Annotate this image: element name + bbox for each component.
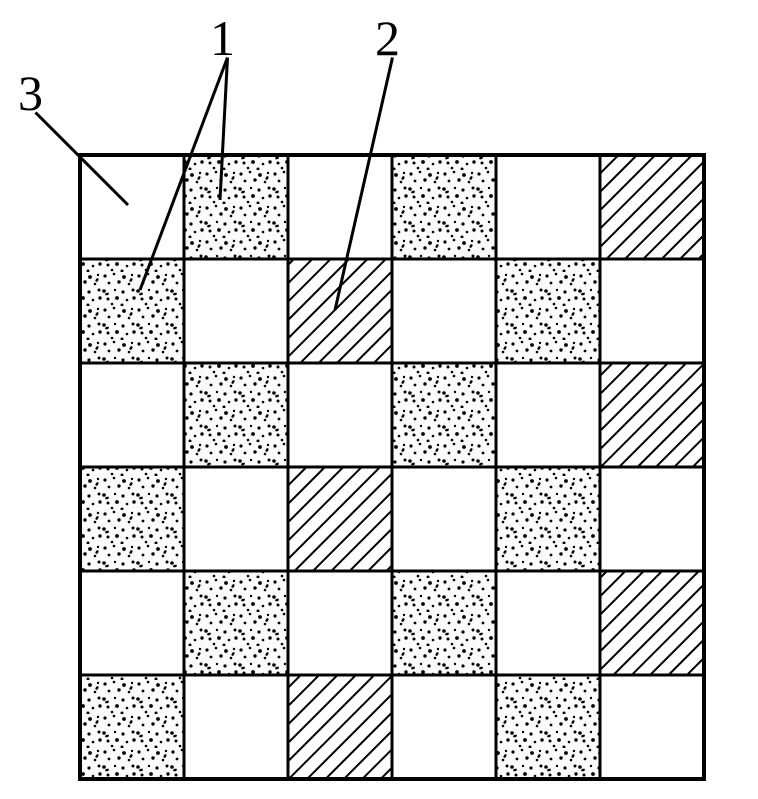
cell-blank — [600, 259, 704, 363]
cell-dots — [392, 571, 496, 675]
cell-blank — [392, 675, 496, 779]
cell-blank — [496, 363, 600, 467]
cell-blank — [288, 571, 392, 675]
cell-dots — [392, 155, 496, 259]
cell-hatch — [600, 363, 704, 467]
cell-blank — [184, 259, 288, 363]
cell-blank — [184, 467, 288, 571]
cell-blank — [392, 259, 496, 363]
cell-dots — [184, 155, 288, 259]
cell-blank — [600, 467, 704, 571]
cell-hatch — [288, 467, 392, 571]
label-1: 1 — [210, 10, 235, 66]
cell-blank — [184, 675, 288, 779]
cell-dots — [184, 571, 288, 675]
cell-dots — [80, 259, 184, 363]
cell-blank — [288, 155, 392, 259]
cell-blank — [80, 363, 184, 467]
cell-blank — [80, 571, 184, 675]
cell-dots — [80, 675, 184, 779]
cell-hatch — [288, 675, 392, 779]
grid — [80, 155, 704, 779]
cell-blank — [600, 675, 704, 779]
label-2: 2 — [375, 10, 400, 66]
cell-hatch — [288, 259, 392, 363]
cell-blank — [392, 467, 496, 571]
cell-dots — [392, 363, 496, 467]
cell-hatch — [600, 571, 704, 675]
cell-dots — [184, 363, 288, 467]
cell-blank — [496, 155, 600, 259]
cell-blank — [496, 571, 600, 675]
cell-blank — [288, 363, 392, 467]
cell-dots — [496, 675, 600, 779]
cell-dots — [496, 259, 600, 363]
cell-dots — [496, 467, 600, 571]
cell-hatch — [600, 155, 704, 259]
label-3: 3 — [18, 65, 43, 121]
pattern-grid-diagram: 1 2 3 — [0, 0, 758, 799]
cell-dots — [80, 467, 184, 571]
